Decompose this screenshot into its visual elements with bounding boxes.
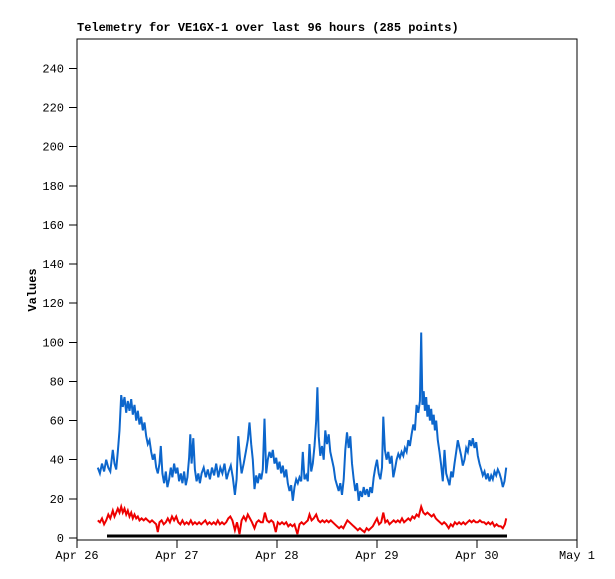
y-tick-label: 40 [50, 454, 64, 468]
y-tick-label: 180 [42, 180, 64, 194]
y-tick-label: 100 [42, 336, 64, 350]
x-tick-label: Apr 28 [255, 549, 298, 563]
y-tick-label: 80 [50, 375, 64, 389]
x-tick-label: Apr 26 [55, 549, 98, 563]
y-tick-label: 20 [50, 493, 64, 507]
x-tick-label: Apr 27 [155, 549, 198, 563]
y-tick-label: 0 [57, 532, 64, 546]
y-tick-label: 220 [42, 101, 64, 115]
telemetry-channel-red-line [97, 502, 508, 535]
x-tick-label: Apr 29 [355, 549, 398, 563]
y-tick-label: 60 [50, 415, 64, 429]
x-tick-label: May 1 [559, 549, 595, 563]
y-tick-label: 160 [42, 219, 64, 233]
y-tick-label: 200 [42, 141, 64, 155]
y-tick-label: 240 [42, 62, 64, 76]
chart-title: Telemetry for VE1GX-1 over last 96 hours… [77, 21, 459, 35]
plot-box [76, 38, 578, 541]
telemetry-channel-blue-line [96, 332, 508, 501]
y-tick-label: 120 [42, 297, 64, 311]
x-tick-label: Apr 30 [455, 549, 498, 563]
y-tick-label: 140 [42, 258, 64, 272]
